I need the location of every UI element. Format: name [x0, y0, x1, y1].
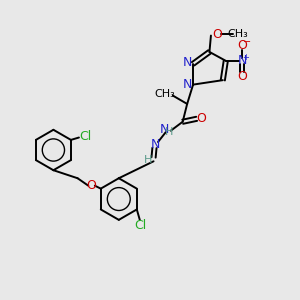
- Text: H: H: [165, 127, 173, 137]
- Text: O: O: [196, 112, 206, 125]
- Text: CH₃: CH₃: [154, 89, 175, 99]
- Text: N: N: [238, 54, 247, 67]
- Text: O: O: [86, 179, 96, 192]
- Text: N: N: [160, 123, 170, 136]
- Text: +: +: [243, 53, 249, 62]
- Text: O: O: [237, 70, 247, 83]
- Text: N: N: [150, 138, 160, 152]
- Text: N: N: [183, 78, 192, 91]
- Text: CH₃: CH₃: [227, 29, 248, 39]
- Text: O: O: [212, 28, 222, 40]
- Text: Cl: Cl: [134, 219, 147, 232]
- Text: O: O: [237, 39, 247, 52]
- Text: Cl: Cl: [79, 130, 92, 142]
- Text: N: N: [183, 56, 192, 69]
- Text: H: H: [144, 155, 152, 165]
- Text: −: −: [242, 37, 251, 47]
